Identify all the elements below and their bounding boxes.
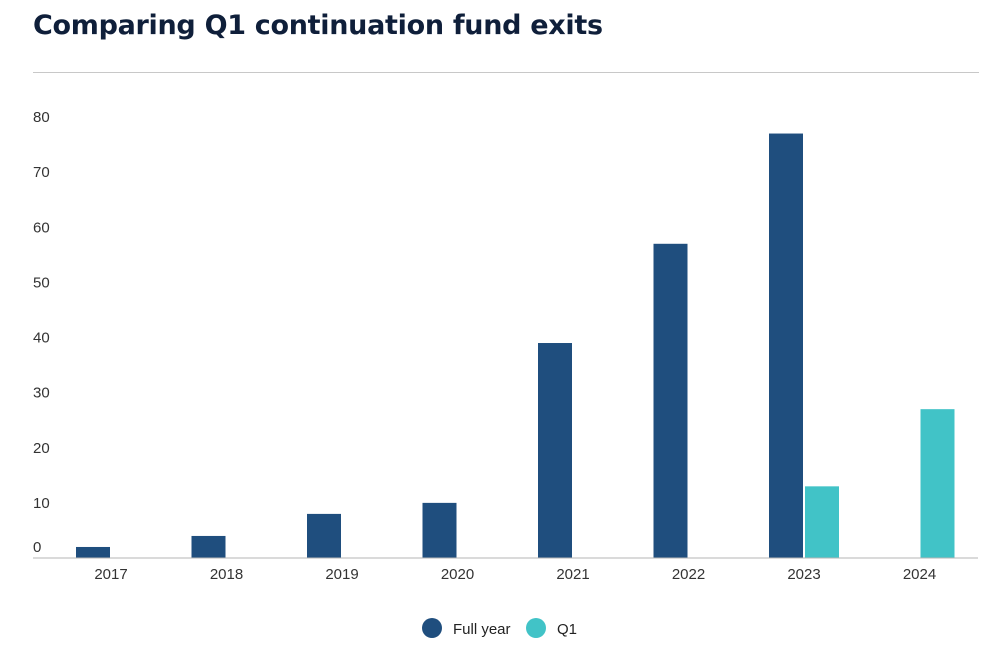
bar-q1-2024 <box>920 409 955 558</box>
y-tick-label: 60 <box>33 219 50 236</box>
x-axis: 2017 2018 2019 2020 2021 2022 2023 2024 <box>94 566 936 583</box>
y-tick-label: 80 <box>33 109 50 126</box>
y-axis: 0 10 20 30 40 50 60 70 80 <box>33 109 50 556</box>
x-tick-label: 2022 <box>672 566 705 583</box>
bar-full-year-2017 <box>76 546 110 558</box>
bar-full-year-2022 <box>653 243 688 558</box>
bar-q1-2023 <box>805 486 839 558</box>
bars <box>76 133 955 558</box>
legend-label: Full year <box>453 621 511 638</box>
title-divider <box>33 72 979 73</box>
x-tick-label: 2018 <box>210 566 243 583</box>
bar-full-year-2023 <box>769 133 803 558</box>
bar-full-year-2020 <box>422 502 457 558</box>
legend: Full year Q1 <box>422 618 577 638</box>
x-tick-label: 2021 <box>556 566 589 583</box>
legend-swatch <box>526 618 546 638</box>
legend-label: Q1 <box>557 621 577 638</box>
chart-title: Comparing Q1 continuation fund exits <box>33 10 603 41</box>
y-tick-label: 70 <box>33 164 50 181</box>
bar-full-year-2019 <box>307 513 341 558</box>
x-tick-label: 2019 <box>325 566 358 583</box>
y-tick-label: 40 <box>33 330 50 347</box>
x-tick-label: 2017 <box>94 566 127 583</box>
y-tick-label: 0 <box>33 539 41 556</box>
x-tick-label: 2023 <box>787 566 820 583</box>
bar-full-year-2018 <box>191 535 226 558</box>
y-tick-label: 10 <box>33 495 50 512</box>
legend-swatch <box>422 618 442 638</box>
bar-full-year-2021 <box>538 343 572 558</box>
x-tick-label: 2020 <box>441 566 474 583</box>
y-tick-label: 20 <box>33 440 50 457</box>
x-tick-label: 2024 <box>903 566 936 583</box>
y-tick-label: 50 <box>33 274 50 291</box>
y-tick-label: 30 <box>33 385 50 402</box>
